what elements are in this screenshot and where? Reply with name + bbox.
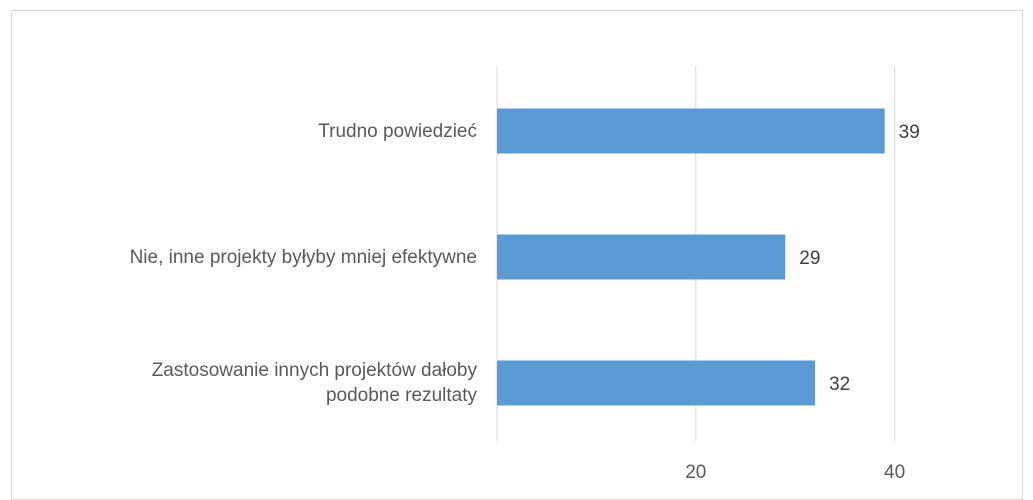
- category-label: Zastosowanie innych projektów dałoby podo…: [37, 358, 477, 408]
- chart-frame: 20406080100392932 Trudno powiedziećNie, …: [11, 10, 1023, 500]
- data-label: 39: [899, 122, 920, 143]
- bar: [497, 360, 816, 406]
- category-label: Nie, inne projekty byłyby mniej efektywn…: [37, 245, 477, 270]
- bar: [497, 108, 885, 154]
- x-tick-label: 40: [884, 462, 905, 483]
- category-label-line: Zastosowanie innych projektów dałoby: [151, 360, 477, 381]
- x-tick-label: 20: [685, 462, 706, 483]
- category-label-line: Trudno powiedzieć: [318, 120, 477, 142]
- category-label: Trudno powiedzieć: [37, 119, 477, 144]
- bar-chart: 20406080100392932: [496, 66, 920, 483]
- data-label: 32: [829, 374, 850, 395]
- category-label-line: podobne rezultaty: [325, 385, 477, 406]
- category-label-line: Nie, inne projekty byłyby mniej efektywn…: [129, 246, 477, 268]
- data-label: 29: [799, 248, 820, 269]
- bar: [497, 234, 786, 280]
